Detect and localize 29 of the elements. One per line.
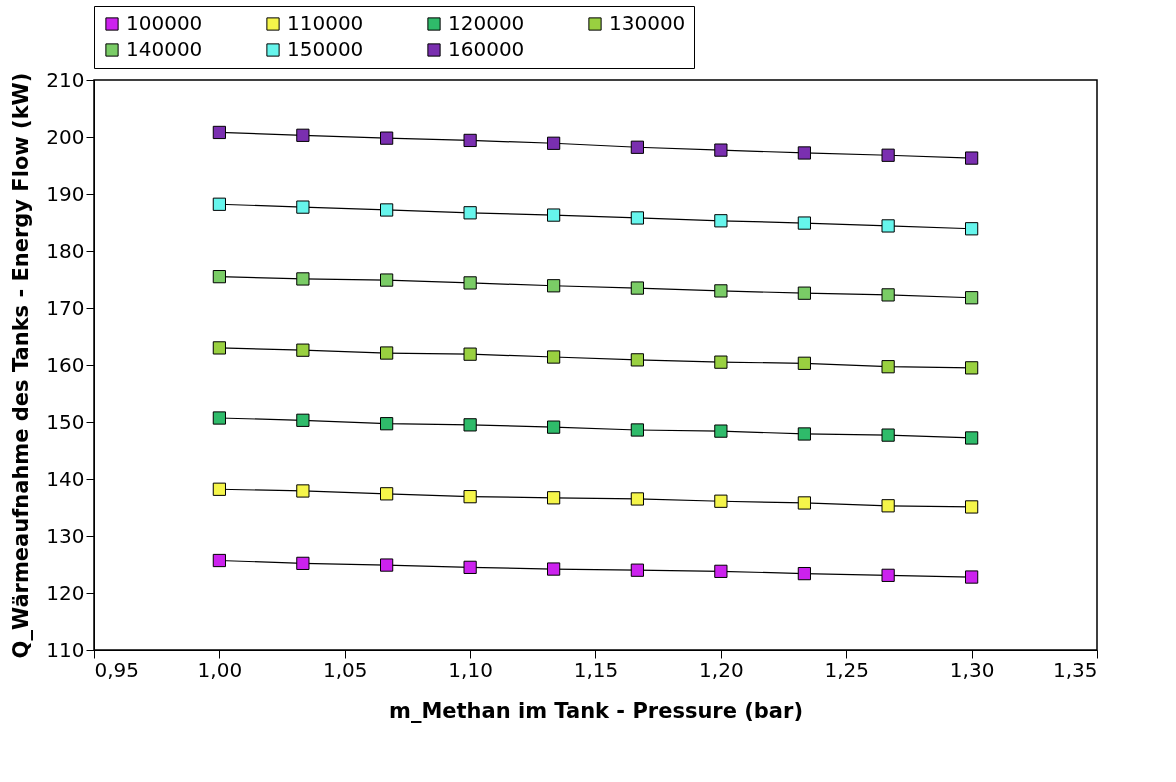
y-tick-label: 130 xyxy=(46,523,85,548)
legend-label: 130000 xyxy=(609,11,686,35)
x-tick-label: 1,10 xyxy=(448,657,493,682)
x-tick-label: 1,05 xyxy=(322,657,368,682)
y-tick-label: 120 xyxy=(46,580,85,605)
y-tick-label: 180 xyxy=(46,238,85,263)
legend-label: 160000 xyxy=(448,37,525,61)
x-axis-title: m_Methan im Tank - Pressure (bar) xyxy=(389,698,803,723)
legend-label: 100000 xyxy=(126,11,203,35)
y-tick-label: 210 xyxy=(46,67,85,92)
y-tick-label: 170 xyxy=(46,295,85,320)
y-tick-label: 200 xyxy=(46,124,85,149)
y-tick-label: 160 xyxy=(46,352,85,377)
legend-label: 120000 xyxy=(448,11,525,35)
y-tick-label: 190 xyxy=(46,181,85,206)
x-tick-label: 1,00 xyxy=(197,657,243,682)
y-axis-title: Q_Wärmeaufnahme des Tanks - Energy Flow (kW) xyxy=(9,72,34,659)
y-tick-label: 110 xyxy=(46,637,85,662)
x-tick-label: 1,15 xyxy=(573,657,619,682)
y-tick-label: 150 xyxy=(46,409,85,434)
x-tick-label: 1,30 xyxy=(949,657,995,682)
legend-label: 140000 xyxy=(126,37,203,61)
x-tick-label: 1,25 xyxy=(824,657,870,682)
legend-label: 150000 xyxy=(287,37,364,61)
legend-label: 110000 xyxy=(287,11,364,35)
y-tick-label: 140 xyxy=(46,466,85,491)
x-tick-label: 0,95 xyxy=(94,657,140,682)
x-tick-label: 1,35 xyxy=(1052,657,1098,682)
x-tick-label: 1,20 xyxy=(699,657,744,682)
